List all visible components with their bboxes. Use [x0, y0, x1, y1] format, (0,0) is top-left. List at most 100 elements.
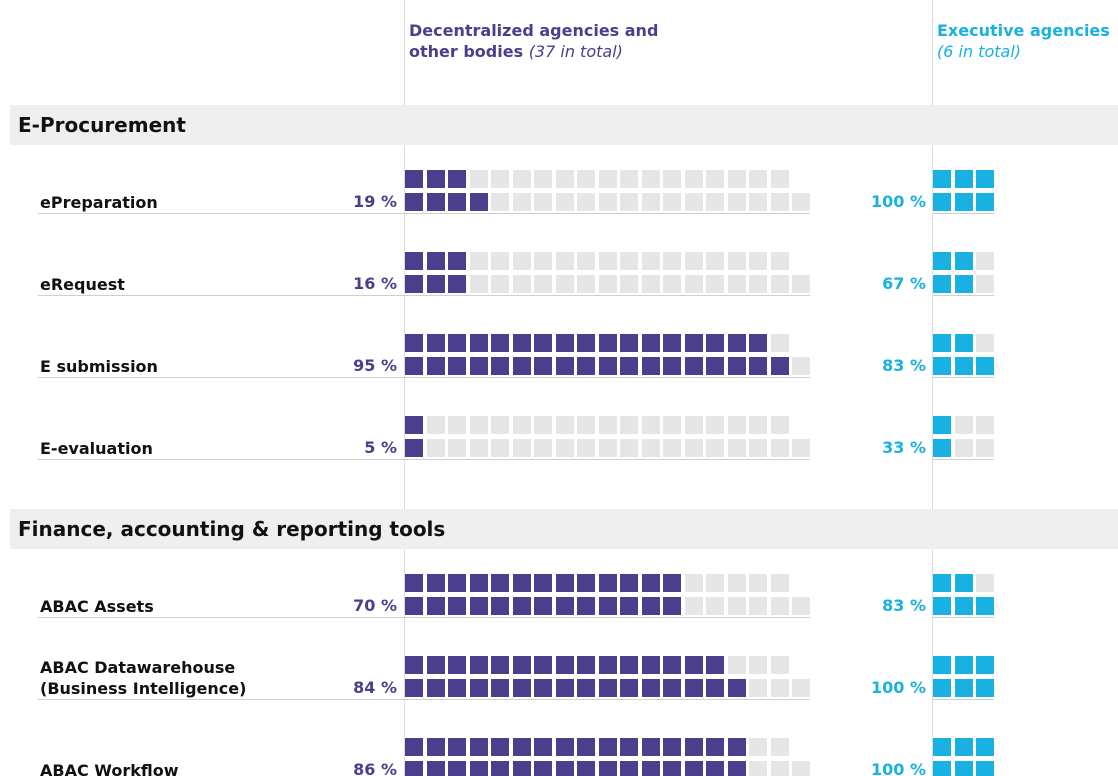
- unit-filled: [976, 656, 994, 674]
- unit-filled: [727, 679, 746, 697]
- value-label: 70 %: [353, 596, 397, 615]
- unit-filled: [620, 357, 638, 375]
- column-header: Decentralized agencies and other bodies …: [409, 20, 679, 62]
- unit-empty: [426, 416, 445, 434]
- unit-empty: [534, 252, 552, 270]
- unit-filled: [620, 738, 638, 756]
- unit-filled: [405, 761, 423, 776]
- row-rule: [933, 699, 994, 700]
- unit-filled: [684, 334, 703, 352]
- unit-empty: [706, 193, 724, 211]
- unit-filled: [954, 761, 973, 776]
- unit-filled: [933, 416, 951, 434]
- unit-empty: [598, 416, 617, 434]
- unit-empty: [749, 761, 767, 776]
- unit-empty: [620, 252, 638, 270]
- unit-empty: [976, 439, 994, 457]
- unit-empty: [749, 679, 767, 697]
- unit-filled: [405, 252, 423, 270]
- unit-filled: [512, 738, 531, 756]
- unit-empty: [727, 439, 746, 457]
- unit-empty: [641, 416, 660, 434]
- unit-filled: [512, 574, 531, 592]
- value-label: 100 %: [871, 192, 926, 211]
- unit-empty: [534, 170, 552, 188]
- unit-filled: [469, 656, 488, 674]
- unit-filled: [534, 334, 552, 352]
- row-rule: [933, 213, 994, 214]
- row-rule: [38, 459, 810, 460]
- unit-filled: [663, 679, 681, 697]
- unit-filled: [555, 597, 574, 615]
- unit-filled: [706, 334, 724, 352]
- unit-empty: [976, 574, 994, 592]
- unit-filled: [706, 738, 724, 756]
- unit-filled: [448, 574, 466, 592]
- unit-empty: [577, 439, 595, 457]
- unit-empty: [577, 416, 595, 434]
- unit-filled: [534, 656, 552, 674]
- unit-filled: [577, 761, 595, 776]
- value-label: 83 %: [882, 356, 926, 375]
- unit-filled: [641, 334, 660, 352]
- unit-empty: [749, 574, 767, 592]
- unit-filled: [770, 357, 789, 375]
- unit-empty: [684, 252, 703, 270]
- unit-empty: [555, 193, 574, 211]
- unit-empty: [491, 252, 509, 270]
- unit-filled: [684, 656, 703, 674]
- unit-empty: [620, 170, 638, 188]
- unit-empty: [706, 170, 724, 188]
- unit-empty: [469, 439, 488, 457]
- unit-filled: [976, 679, 994, 697]
- unit-empty: [469, 275, 488, 293]
- unit-filled: [620, 679, 638, 697]
- unit-filled: [684, 738, 703, 756]
- unit-filled: [469, 334, 488, 352]
- unit-empty: [491, 416, 509, 434]
- unit-empty: [770, 597, 789, 615]
- unit-empty: [620, 416, 638, 434]
- unit-empty: [770, 656, 789, 674]
- unit-filled: [641, 679, 660, 697]
- unit-empty: [706, 275, 724, 293]
- unit-filled: [534, 357, 552, 375]
- unit-filled: [469, 738, 488, 756]
- unit-filled: [933, 357, 951, 375]
- unit-empty: [749, 439, 767, 457]
- unit-filled: [405, 416, 423, 434]
- unit-empty: [555, 439, 574, 457]
- unit-empty: [534, 416, 552, 434]
- unit-filled: [954, 679, 973, 697]
- section-title: Finance, accounting & reporting tools: [18, 517, 446, 541]
- unit-filled: [727, 761, 746, 776]
- row-rule: [933, 459, 994, 460]
- unit-empty: [491, 193, 509, 211]
- unit-filled: [954, 597, 973, 615]
- value-label: 95 %: [353, 356, 397, 375]
- unit-empty: [534, 275, 552, 293]
- unit-empty: [684, 170, 703, 188]
- unit-filled: [491, 738, 509, 756]
- unit-empty: [512, 170, 531, 188]
- unit-filled: [426, 170, 445, 188]
- unit-filled: [976, 597, 994, 615]
- unit-filled: [555, 761, 574, 776]
- unit-empty: [491, 170, 509, 188]
- value-label: 100 %: [871, 760, 926, 776]
- unit-filled: [954, 357, 973, 375]
- unit-empty: [727, 252, 746, 270]
- unit-filled: [555, 679, 574, 697]
- unit-filled: [426, 738, 445, 756]
- unit-filled: [598, 597, 617, 615]
- unit-empty: [727, 656, 746, 674]
- unit-filled: [663, 334, 681, 352]
- unit-filled: [512, 656, 531, 674]
- unit-filled: [555, 334, 574, 352]
- unit-empty: [770, 170, 789, 188]
- row-rule: [933, 617, 994, 618]
- row-rule: [38, 699, 810, 700]
- unit-filled: [706, 679, 724, 697]
- unit-empty: [534, 439, 552, 457]
- unit-filled: [405, 597, 423, 615]
